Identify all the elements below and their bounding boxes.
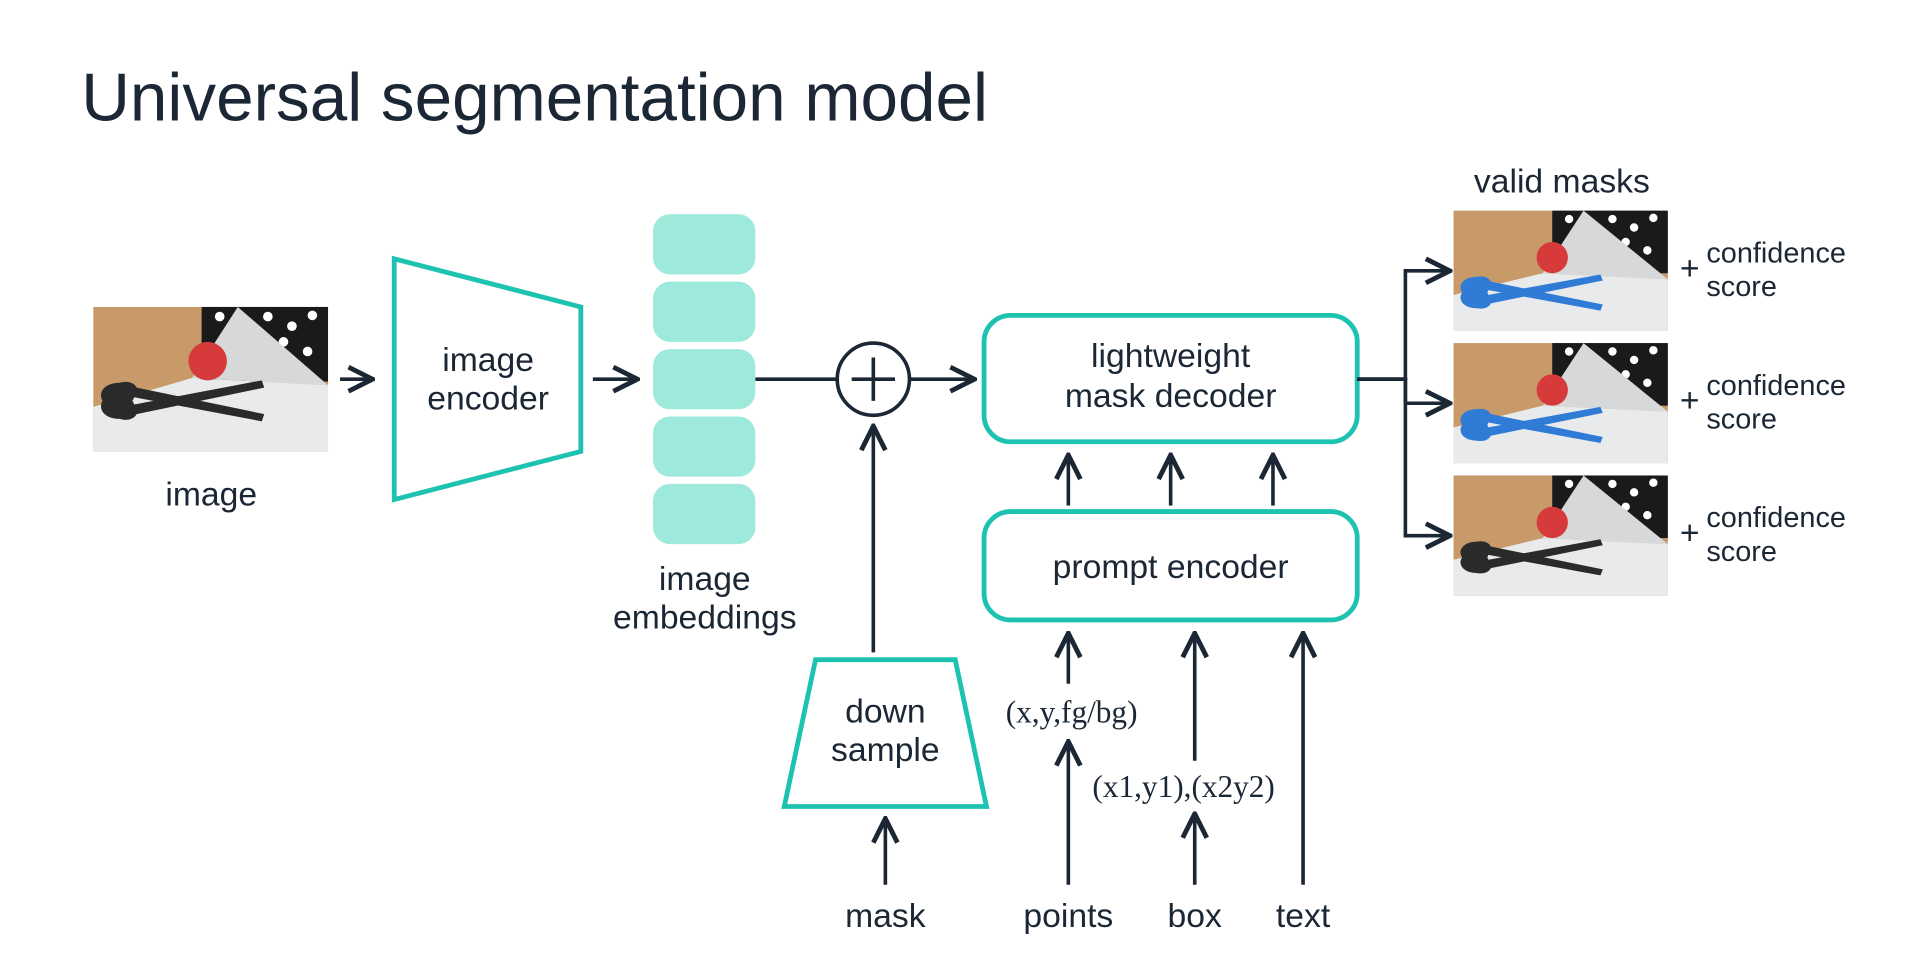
embeddings-label-1: image	[659, 560, 751, 598]
input-image-label: image	[165, 476, 257, 514]
image-encoder-label-2: encoder	[427, 379, 549, 417]
text-input-label: text	[1276, 897, 1331, 935]
down-sample-label-2: sample	[831, 731, 940, 769]
embeddings-label-2: embeddings	[613, 598, 797, 636]
svg-text:+: +	[1680, 514, 1700, 552]
input-image	[93, 307, 328, 451]
mask-decoder-label-2: mask decoder	[1065, 377, 1277, 415]
mask-output-2: + confidence score	[1454, 343, 1846, 463]
prompt-encoder-label: prompt encoder	[1053, 548, 1289, 586]
svg-text:score: score	[1706, 536, 1777, 568]
mask-decoder-label-1: lightweight	[1091, 337, 1251, 375]
svg-text:confidence: confidence	[1706, 370, 1846, 402]
box-formula: (x1,y1),(x2y2)	[1092, 769, 1274, 804]
box-input-label: box	[1168, 897, 1222, 935]
points-formula: (x,y,fg/bg)	[1006, 694, 1138, 729]
image-encoder-label-1: image	[442, 341, 534, 379]
mask-output-3: + confidence score	[1454, 475, 1846, 595]
diagram-canvas: Universal segmentation model image image…	[0, 0, 1920, 963]
embeddings-node	[653, 214, 755, 544]
svg-text:confidence: confidence	[1706, 237, 1846, 269]
edge	[1357, 379, 1447, 403]
mask-output-1: + confidence score	[1454, 211, 1846, 331]
plus-node	[837, 343, 909, 415]
edge	[1357, 271, 1447, 379]
svg-text:+: +	[1680, 382, 1700, 420]
page-title: Universal segmentation model	[81, 60, 988, 135]
svg-text:score: score	[1706, 271, 1777, 303]
valid-masks-label: valid masks	[1474, 163, 1650, 201]
svg-text:confidence: confidence	[1706, 502, 1846, 534]
svg-text:+: +	[1680, 249, 1700, 287]
mask-input-label: mask	[845, 897, 926, 935]
down-sample-label-1: down	[845, 692, 926, 730]
points-input-label: points	[1023, 897, 1113, 935]
svg-text:score: score	[1706, 404, 1777, 436]
